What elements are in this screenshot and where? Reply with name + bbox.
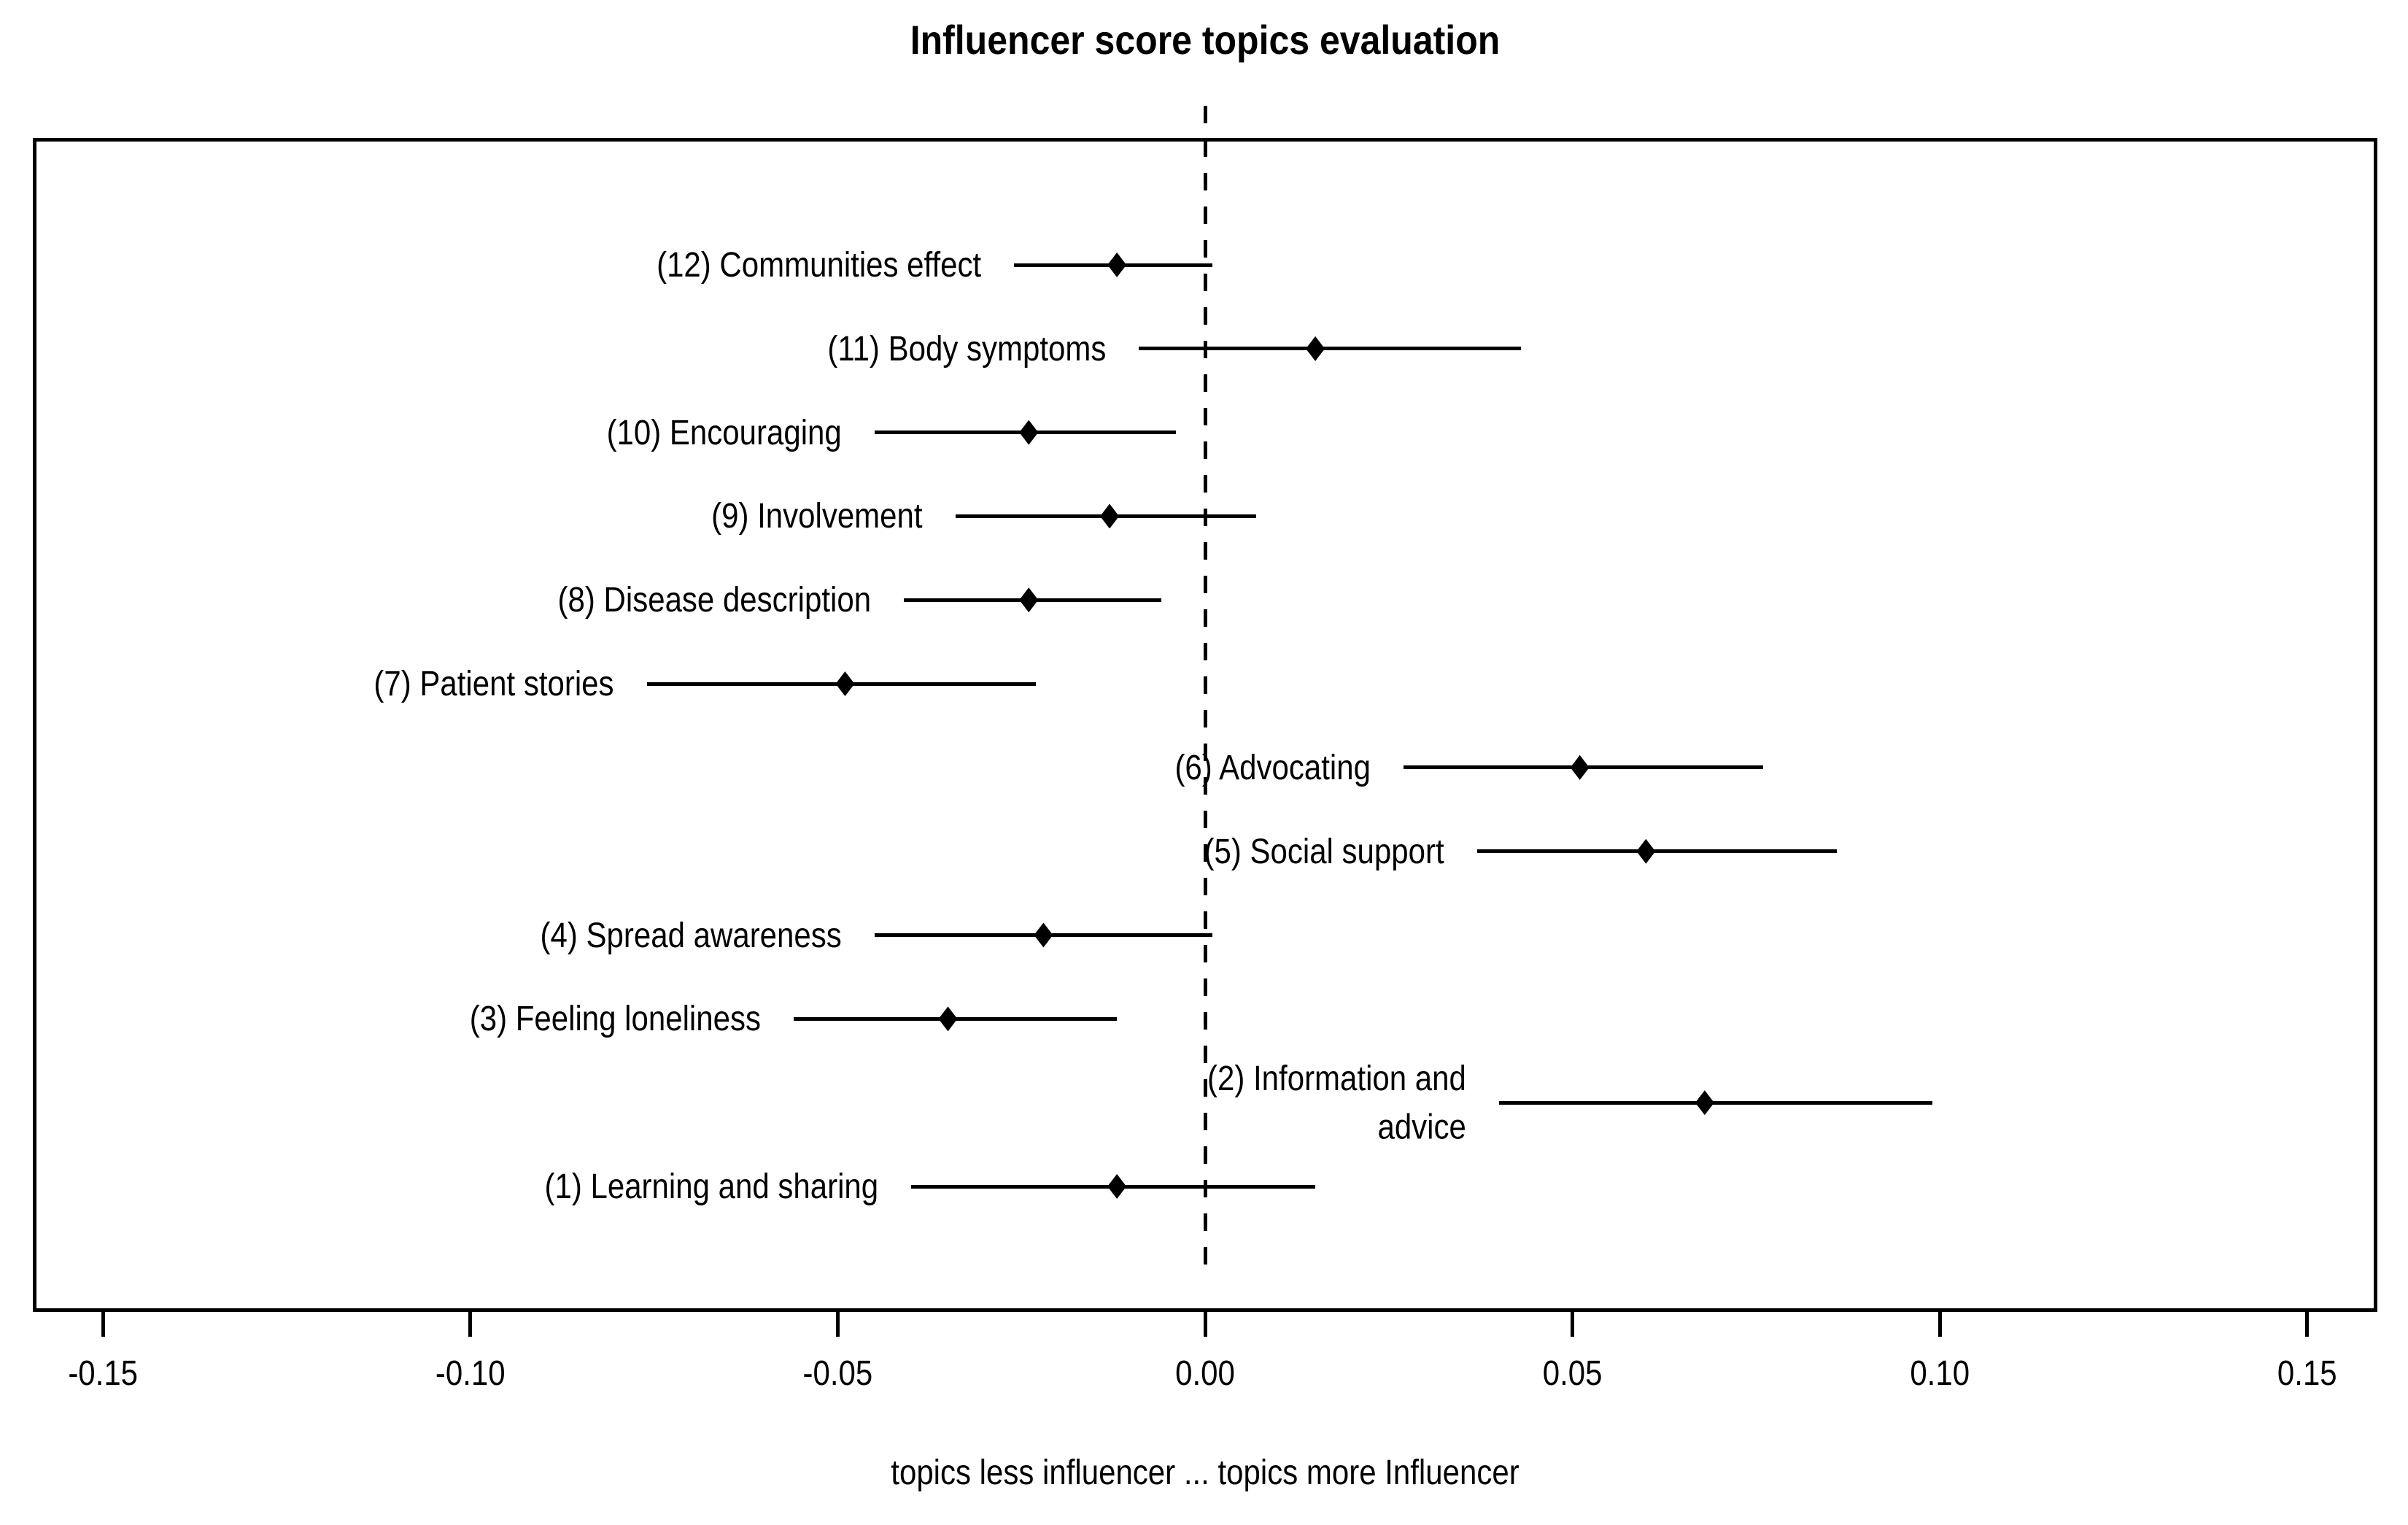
ci-line: [1476, 849, 1838, 854]
topic-label: (11) Body symptoms: [827, 328, 1107, 368]
axis-tick-label: 0.10: [1910, 1353, 1970, 1393]
topic-label: (2) Information and advice: [1207, 1058, 1466, 1146]
axis-tick-label: 0.05: [1542, 1353, 1603, 1393]
chart-title: Influencer score topics evaluation: [910, 17, 1501, 63]
topic-label: (12) Communities effect: [657, 244, 982, 285]
axis-tick-label: -0.10: [435, 1353, 506, 1393]
axis-tick: [1571, 1312, 1575, 1337]
topic-label: (5) Social support: [1204, 831, 1444, 871]
zero-reference-line: [1204, 106, 1207, 1271]
topic-label: (1) Learning and sharing: [544, 1166, 879, 1206]
x-axis-label: topics less influencer ... topics more I…: [891, 1452, 1519, 1492]
ci-line: [1139, 347, 1522, 351]
axis-tick-label: 0.15: [2277, 1353, 2337, 1393]
topic-label: (3) Feeling loneliness: [469, 998, 761, 1038]
axis-tick: [835, 1312, 840, 1337]
topic-label: (4) Spread awareness: [540, 914, 842, 954]
axis-tick: [468, 1312, 473, 1337]
topic-label: (9) Involvement: [711, 495, 923, 536]
axis-tick: [101, 1312, 105, 1337]
axis-tick: [1203, 1312, 1207, 1337]
topic-label: (7) Patient stories: [373, 663, 614, 703]
axis-tick: [1937, 1312, 1942, 1337]
ci-line: [1498, 1100, 1933, 1105]
topic-label: (8) Disease description: [557, 579, 872, 619]
topic-label: (6) Advocating: [1174, 747, 1371, 787]
axis-tick-label: -0.05: [802, 1353, 873, 1393]
topic-label: (10) Encouraging: [606, 412, 842, 452]
axis-tick: [2305, 1312, 2310, 1337]
axis-tick-label: -0.15: [68, 1353, 139, 1393]
axis-tick-label: 0.00: [1175, 1353, 1235, 1393]
